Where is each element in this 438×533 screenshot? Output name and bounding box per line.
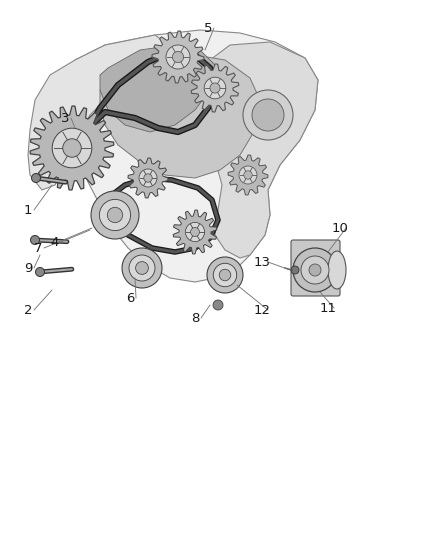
Circle shape — [239, 166, 257, 184]
FancyBboxPatch shape — [291, 240, 340, 296]
Polygon shape — [63, 30, 318, 282]
Circle shape — [185, 222, 205, 241]
Text: 13: 13 — [254, 255, 271, 269]
Text: 12: 12 — [254, 303, 271, 317]
Text: 6: 6 — [126, 292, 134, 304]
Text: 11: 11 — [319, 302, 336, 314]
Circle shape — [136, 262, 148, 274]
Polygon shape — [100, 45, 215, 132]
Circle shape — [166, 45, 190, 69]
Circle shape — [144, 174, 152, 182]
Circle shape — [293, 248, 337, 292]
Text: 7: 7 — [34, 241, 42, 254]
Text: 3: 3 — [61, 111, 69, 125]
Circle shape — [213, 300, 223, 310]
Circle shape — [139, 169, 157, 187]
Polygon shape — [28, 35, 175, 190]
Text: 10: 10 — [332, 222, 349, 235]
Circle shape — [207, 257, 243, 293]
Circle shape — [91, 191, 139, 239]
Circle shape — [204, 77, 226, 99]
Text: 9: 9 — [24, 262, 32, 274]
Polygon shape — [30, 106, 114, 190]
Polygon shape — [128, 158, 168, 198]
Text: 1: 1 — [24, 204, 32, 216]
Text: 2: 2 — [24, 303, 32, 317]
Circle shape — [210, 83, 220, 93]
Circle shape — [309, 264, 321, 276]
Circle shape — [99, 199, 131, 231]
Circle shape — [32, 174, 40, 182]
Polygon shape — [152, 31, 204, 83]
Polygon shape — [100, 55, 260, 178]
Circle shape — [213, 263, 237, 287]
Circle shape — [244, 171, 252, 179]
Circle shape — [291, 266, 299, 274]
Polygon shape — [173, 210, 217, 254]
Ellipse shape — [328, 251, 346, 289]
Text: 5: 5 — [204, 21, 212, 35]
Polygon shape — [228, 155, 268, 195]
Circle shape — [219, 269, 231, 281]
Circle shape — [35, 268, 45, 277]
Circle shape — [122, 248, 162, 288]
Circle shape — [173, 51, 184, 62]
Circle shape — [243, 90, 293, 140]
Text: 4: 4 — [51, 236, 59, 248]
Circle shape — [31, 236, 39, 245]
Circle shape — [252, 99, 284, 131]
Polygon shape — [191, 64, 239, 112]
Circle shape — [301, 256, 329, 284]
Circle shape — [191, 228, 199, 237]
Circle shape — [52, 128, 92, 168]
Circle shape — [63, 139, 81, 157]
Text: 8: 8 — [191, 311, 199, 325]
Circle shape — [129, 255, 155, 281]
Circle shape — [107, 207, 123, 223]
Polygon shape — [200, 42, 318, 258]
